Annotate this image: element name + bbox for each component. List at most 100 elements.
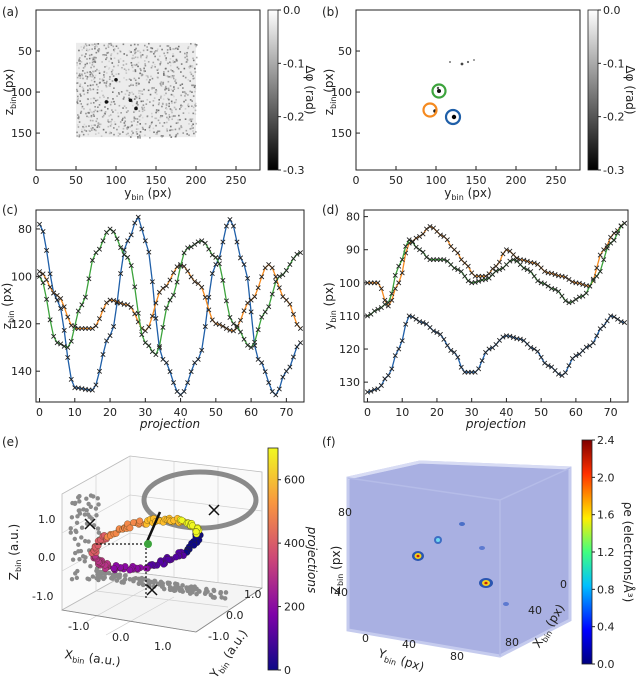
y-tick-label: 120 [339,343,360,356]
noise-pixel [144,70,146,72]
noise-pixel [195,63,198,66]
data-point-green [58,341,64,347]
noise-pixel [149,79,151,81]
data-point-green [206,246,212,252]
y-ticks-d: 80 90 100 110 120 130 [339,211,368,389]
noise-pixel [135,128,138,130]
wall-projection-point [74,529,79,535]
data-point-green [273,279,279,285]
noise-pixel [91,57,94,59]
data-point-orange [413,235,419,241]
noise-pixel [130,83,133,86]
noise-pixel [76,72,78,75]
noise-pixel [133,57,135,60]
noise-pixel [187,47,189,50]
data-point-green [280,272,286,278]
noise-pixel [192,112,195,115]
noise-pixel [192,77,195,80]
noise-pixel [139,90,141,92]
data-point-green [234,323,240,329]
noise-pixel [93,115,95,117]
noise-pixel [141,54,144,56]
data-point-green [604,245,610,251]
data-point-orange [93,323,99,329]
noise-pixel [170,69,172,71]
noise-pixel [123,105,126,107]
noise-pixel [96,43,98,45]
noise-pixel [177,48,179,50]
data-point-orange [100,307,106,313]
noise-pixel [146,98,149,101]
data-point-orange [562,274,568,280]
floor-projection-point [218,589,224,595]
data-point-green [125,254,131,260]
data-point-blue [146,249,152,255]
y-ticks-b: 50 100 150 [331,45,360,140]
noise-pixel [141,108,144,110]
noise-pixel [112,98,114,100]
x-tick-label: 0 [364,406,371,419]
noise-pixel [127,126,129,129]
data-point-green [441,257,447,263]
noise-pixel [143,44,146,47]
data-point-blue [573,353,579,359]
y-ticks-a: 50 100 150 [11,45,40,140]
noise-pixel [167,87,170,90]
noise-pixel [86,76,89,78]
panel-label-c: (c) [2,203,18,217]
data-point-orange [580,281,586,288]
x-tick-label: 250 [226,174,247,187]
data-point-blue [608,313,614,319]
noise-pixel [180,94,182,97]
data-point-green [163,305,169,311]
noise-pixel [109,131,111,133]
noise-pixel [112,75,115,77]
noise-pixel [178,128,181,131]
noise-pixel [91,59,94,62]
noise-pixel [168,89,170,91]
x-tick-label: 40 [499,406,513,419]
noise-pixel [131,100,133,103]
noise-pixel [115,73,118,76]
noise-pixel [157,130,159,133]
data-point-green [493,268,499,274]
data-point-green [89,257,95,263]
noise-pixel [79,93,82,96]
noise-pixel [95,51,98,54]
noise-pixel [188,67,191,69]
noise-pixel [131,64,133,67]
noise-pixel [92,70,94,73]
noise-pixel [175,108,177,111]
cb-tick-label: 1.2 [597,546,615,559]
noise-pixel [90,115,93,118]
y-tick: 40 [402,638,416,651]
noise-pixel [78,57,81,59]
noise-pixel [117,132,120,134]
data-point-green [223,298,229,304]
noise-pixel [134,69,137,71]
noise-pixel [173,61,176,63]
noise-pixel [79,74,82,77]
panel-c: (c) 0 10 20 30 40 50 60 70 80 100 120 140 projecti… [0,203,305,431]
noise-pixel [122,131,124,133]
noise-pixel [111,62,114,64]
noise-pixel [136,101,138,103]
x-tick-label: 0 [33,174,40,187]
data-point-orange [424,226,430,232]
noise-pixel [128,94,130,96]
noise-pixel [155,109,158,111]
noise-pixel [109,76,111,78]
noise-pixel [91,64,94,66]
data-point-green [290,256,296,262]
noise-pixel [107,44,110,47]
noise-pixel [167,45,170,47]
noise-pixel [79,103,82,105]
x-tick-label: 10 [68,406,82,419]
noise-pixel [133,50,136,53]
data-point-green [178,263,184,269]
noise-pixel [122,127,125,130]
noise-pixel [110,52,113,55]
noise-pixel [159,97,162,99]
noise-pixel [99,101,102,104]
data-point-blue [44,247,50,253]
